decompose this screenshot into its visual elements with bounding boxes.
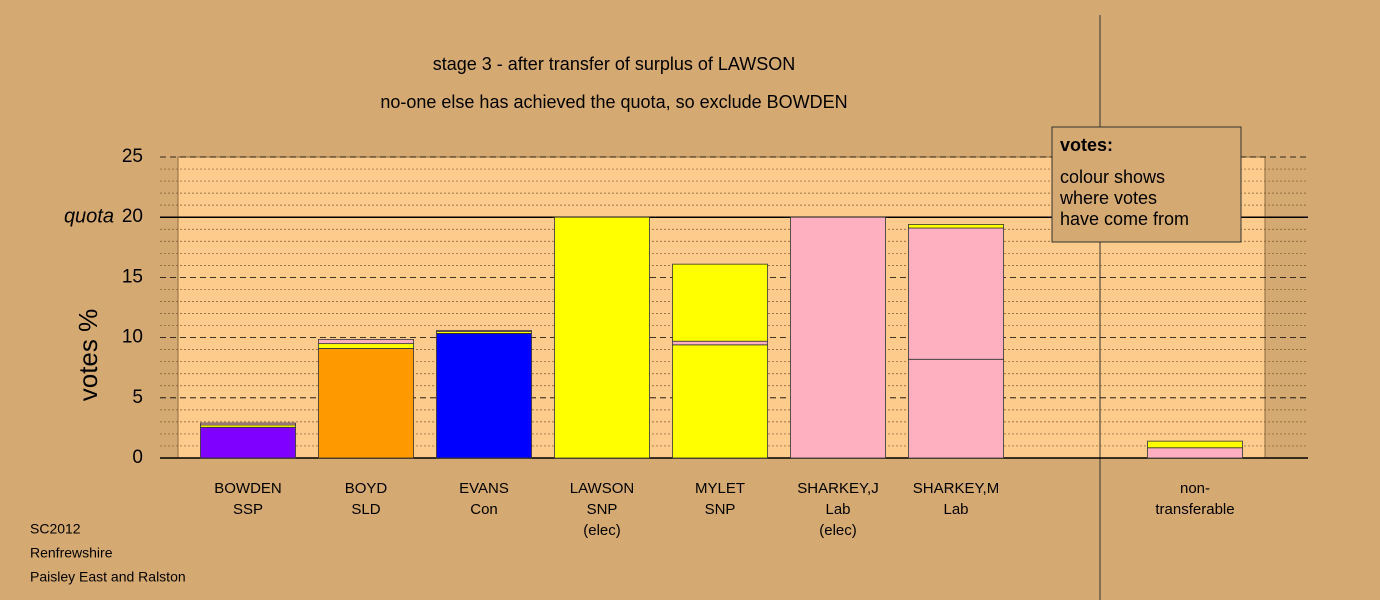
bar-segment <box>908 227 1004 360</box>
legend: votes: colour shows where votes have com… <box>1051 126 1242 243</box>
bar-segment <box>200 426 296 459</box>
legend-box <box>1051 126 1242 243</box>
bar-segment <box>672 340 768 346</box>
bar-segment <box>908 224 1004 229</box>
x-tick-label: (elec) <box>583 522 621 539</box>
bar-segment <box>318 339 414 345</box>
x-tick-label: SLD <box>351 501 380 518</box>
y-tick-label: 15 <box>122 266 143 287</box>
bar-segment <box>1147 440 1243 449</box>
legend-text: have come from <box>1060 209 1189 229</box>
x-tick-label: Lab <box>943 501 968 518</box>
y-tick-label: 5 <box>132 387 143 408</box>
x-tick-label: Con <box>470 501 498 518</box>
x-tick-label: SSP <box>233 501 263 518</box>
footer-text: Paisley East and Ralston <box>30 569 186 585</box>
y-tick-label: 25 <box>122 146 143 167</box>
bar-segment <box>908 358 1004 459</box>
y-axis-label: votes % <box>73 309 103 402</box>
x-tick-label: EVANS <box>459 480 509 497</box>
bar-segment <box>554 216 650 459</box>
x-tick-label: non- <box>1180 480 1210 497</box>
x-tick-label: LAWSON <box>570 480 634 497</box>
legend-title: votes: <box>1060 135 1113 155</box>
x-tick-label: SHARKEY,M <box>913 480 999 497</box>
bar-segment <box>672 263 768 342</box>
x-tick-label: BOYD <box>345 480 388 497</box>
footer-text: SC2012 <box>30 521 81 537</box>
y-tick-label: 20 <box>122 206 143 227</box>
bar-segment <box>200 422 296 426</box>
x-tick-label: SHARKEY,J <box>797 480 878 497</box>
x-tick-label: transferable <box>1155 501 1234 518</box>
footer-text: Renfrewshire <box>30 545 113 561</box>
chart-title: stage 3 - after transfer of surplus of L… <box>433 54 795 74</box>
x-tick-label: SNP <box>587 501 618 518</box>
chart-subtitle: no-one else has achieved the quota, so e… <box>380 92 847 112</box>
bar-segment <box>318 343 414 349</box>
bar-segment <box>1147 447 1243 459</box>
legend-text: colour shows <box>1060 167 1165 187</box>
quota-label: quota <box>64 205 114 227</box>
bar-segment <box>318 348 414 459</box>
bar-segment <box>436 332 532 459</box>
y-tick-label: 10 <box>122 327 143 348</box>
bar-segment <box>790 216 886 459</box>
bars: BOWDEN SSP BOYD SLD EVANS Con LAWSON SNP (elec) M… <box>200 216 1243 539</box>
x-tick-label: MYLET <box>695 480 745 497</box>
y-tick-label: 0 <box>132 447 143 468</box>
bar-segment <box>436 329 532 332</box>
x-tick-label: Lab <box>825 501 850 518</box>
x-tick-label: SNP <box>705 501 736 518</box>
x-tick-label: (elec) <box>819 522 857 539</box>
legend-text: where votes <box>1059 188 1157 208</box>
x-tick-label: BOWDEN <box>214 480 282 497</box>
bar-segment <box>672 344 768 459</box>
